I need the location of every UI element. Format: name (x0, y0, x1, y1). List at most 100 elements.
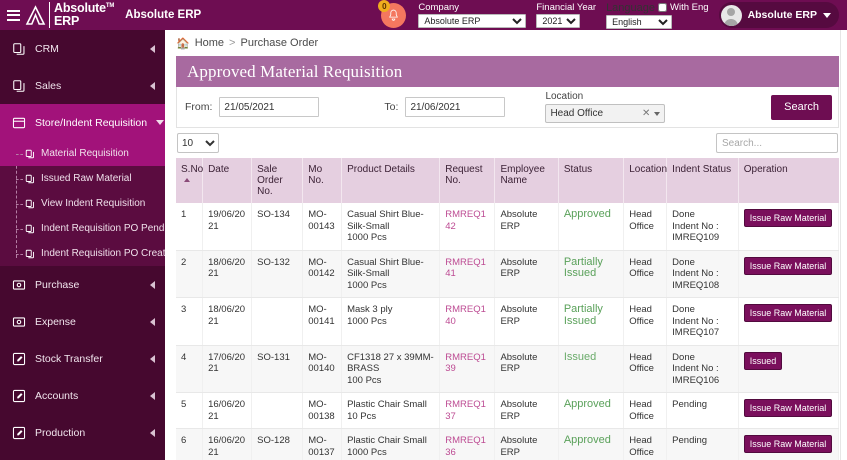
sidebar-item-label: Expense (35, 315, 76, 328)
request-no-link[interactable]: RMREQ136 (445, 435, 486, 458)
cell-mo-no: MO- 00138 (302, 392, 343, 429)
edit-square-icon (11, 388, 26, 403)
sidebar-item-label: CRM (35, 42, 59, 55)
cell-product-details: Plastic Chair Small 1000 Pcs (341, 428, 441, 460)
sidebar-item-stock-transfer[interactable]: Stock Transfer (0, 340, 165, 377)
location-group: Location Head Office ✕ (545, 91, 666, 123)
cell-employee-name: Absolute ERP (494, 250, 559, 298)
cell-status: Approved (558, 203, 625, 251)
sidebar-item-issued-raw-material[interactable]: Issued Raw Material (0, 166, 165, 191)
status-badge: Approved (563, 398, 611, 410)
cell-indent-status: Pending (666, 392, 739, 429)
to-date-input[interactable] (405, 97, 506, 117)
app-logo[interactable]: AbsoluteTM ERP (25, 2, 114, 28)
page-title: Approved Material Requisition (176, 56, 839, 87)
request-no-link[interactable]: RMREQ140 (445, 304, 486, 327)
request-no-link[interactable]: RMREQ137 (445, 399, 486, 422)
breadcrumb-home-link[interactable]: Home (194, 37, 225, 49)
page-length-select[interactable]: 10 (177, 133, 219, 153)
close-x-icon[interactable]: ✕ (642, 108, 651, 119)
copy-icon (24, 148, 35, 159)
cell-sno: 1 (176, 203, 204, 251)
to-date-group: To: (384, 87, 506, 127)
column-header-sno[interactable]: S.No. (176, 158, 207, 203)
sidebar-item-accounts[interactable]: Accounts (0, 377, 165, 414)
with-eng-checkbox[interactable] (658, 3, 668, 12)
logo-triangle-icon (25, 4, 46, 26)
operation-button[interactable]: Issue Raw Material (743, 256, 833, 275)
status-badge: Approved (563, 434, 611, 446)
sidebar-item-indent-requisition-po-created[interactable]: Indent Requisition PO Created (0, 241, 165, 266)
user-menu[interactable]: Absolute ERP (718, 2, 839, 28)
operation-button[interactable]: Issued (743, 351, 783, 370)
from-date-input[interactable] (219, 97, 320, 117)
sidebar-item-production[interactable]: Production (0, 414, 165, 451)
sidebar-item-view-indent-requisition[interactable]: View Indent Requisition (0, 191, 165, 216)
sidebar-item-sales[interactable]: Sales (0, 67, 165, 104)
sidebar-item-crm[interactable]: CRM (0, 30, 165, 67)
copy-icon (24, 173, 35, 184)
hamburger-icon[interactable] (7, 9, 20, 21)
operation-button[interactable]: Issue Raw Material (743, 209, 833, 227)
notification-bell[interactable]: 0 (378, 0, 408, 30)
cell-employee-name: Absolute ERP (494, 428, 559, 460)
copy-icon (11, 41, 26, 56)
company-select[interactable]: Absolute ERP (418, 13, 527, 28)
cell-employee-name: Absolute ERP (494, 203, 559, 251)
sidebar-item-label: Purchase (35, 278, 80, 291)
sidebar-item-expense[interactable]: Expense (0, 303, 165, 340)
logo-tm: TM (105, 3, 115, 10)
column-header-status[interactable]: Status (558, 158, 625, 203)
status-badge: Approved (563, 208, 611, 220)
sidebar-item-purchase[interactable]: Purchase (0, 266, 165, 303)
operation-button[interactable]: Issue Raw Material (743, 304, 833, 322)
copy-icon (11, 78, 26, 93)
cell-operation: Issue Raw Material (738, 203, 840, 251)
sidebar-item-material-requisition[interactable]: Material Requisition (0, 141, 165, 166)
logo-line1: Absolute (54, 1, 106, 16)
cell-date: 17/06/2021 (202, 345, 253, 393)
column-header-indent-status[interactable]: Indent Status (666, 158, 739, 203)
table-body: 1 19/06/2021 SO-134 MO- 00143 Casual Shirt Bl… (176, 203, 840, 460)
caret-left-icon (150, 44, 155, 53)
language-label: Language (606, 1, 656, 14)
request-no-link[interactable]: RMREQ141 (445, 256, 486, 280)
cell-location: Head Office (623, 392, 668, 429)
language-select[interactable]: English (606, 14, 673, 29)
caret-left-icon (150, 428, 155, 437)
column-label: S.No. (181, 164, 207, 175)
column-header-employee-name[interactable]: Employee Name (494, 158, 559, 203)
sidebar-item-hr-payrol[interactable]: HR-Payrol (0, 451, 165, 460)
operation-button[interactable]: Issue Raw Material (743, 399, 833, 417)
location-select[interactable]: Head Office ✕ (545, 104, 666, 123)
column-header-date[interactable]: Date (202, 158, 253, 203)
table-row: 5 16/06/2021 MO- 00138 Plastic Chair Small 10… (176, 392, 840, 429)
sidebar-item-store-indent-requisition[interactable]: Store/Indent Requisition (0, 104, 165, 141)
table-search-input[interactable] (716, 133, 838, 153)
sidebar-item-label: Sales (35, 79, 62, 92)
with-eng-toggle[interactable]: With Eng (658, 2, 709, 13)
cell-request-no: RMREQ141 (439, 250, 496, 298)
table-controls: 10 (176, 128, 839, 158)
request-no-link[interactable]: RMREQ142 (445, 209, 486, 232)
breadcrumb: 🏠 Home > Purchase Order (176, 30, 839, 56)
notification-count-badge: 0 (378, 0, 391, 12)
cell-operation: Issue Raw Material (738, 392, 840, 429)
column-header-sale-order-no[interactable]: Sale Order No. (251, 158, 304, 203)
caret-left-icon (150, 391, 155, 400)
sidebar-subitem-label: View Indent Requisition (41, 198, 146, 209)
logo-line2: ERP (54, 14, 80, 28)
sidebar-item-indent-requisition-po-pending[interactable]: Indent Requisition PO Pending (0, 216, 165, 241)
request-no-link[interactable]: RMREQ139 (445, 351, 486, 375)
column-header-product-details[interactable]: Product Details (341, 158, 441, 203)
copy-icon (24, 223, 35, 234)
column-header-mo-no[interactable]: Mo No. (302, 158, 343, 203)
table-head: S.No. Date Sale Order No. Mo No. Product… (176, 158, 839, 203)
financial-year-select[interactable]: 2021 (536, 13, 581, 28)
operation-button[interactable]: Issue Raw Material (743, 435, 833, 453)
column-header-location[interactable]: Location (623, 158, 668, 203)
search-button[interactable]: Search (771, 94, 832, 120)
cell-operation: Issued (738, 345, 840, 393)
column-header-request-no[interactable]: Request No. (439, 158, 496, 203)
edit-square-icon (11, 351, 26, 366)
